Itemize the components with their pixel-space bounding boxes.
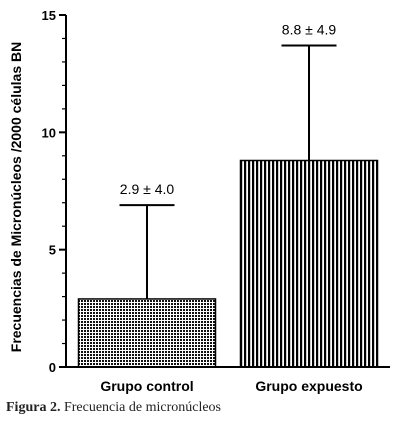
x-tick-label-1: Grupo control (100, 378, 193, 394)
bar-chart: 2.9 ± 4.0 Grupo control 8.8 ± 4.9 Grupo exp… (8, 8, 390, 394)
bar-1 (77, 298, 217, 368)
x-tick-label-2: Grupo expuesto (255, 378, 362, 394)
y-tick-label: 5 (49, 243, 56, 258)
figure-number: Figura 2. (6, 400, 61, 415)
y-tick-label: 15 (42, 8, 56, 23)
caption-text: Frecuencia de micronúcleos (60, 400, 221, 415)
data-label-1: 2.9 ± 4.0 (120, 181, 175, 197)
bars-layer (77, 159, 379, 368)
axes-layer (59, 14, 390, 368)
y-tick-label: 0 (49, 360, 56, 375)
bar-2 (239, 159, 379, 368)
figure-caption: Figura 2. Frecuencia de micronúcleos (6, 400, 221, 416)
error-bars-layer (119, 44, 337, 299)
data-label-2: 8.8 ± 4.9 (282, 22, 337, 38)
labels-layer: 2.9 ± 4.0 Grupo control 8.8 ± 4.9 Grupo exp… (42, 8, 363, 394)
y-tick-label: 10 (42, 125, 56, 140)
y-axis-label: Frecuencias de Micronúcleos /2000 célula… (8, 42, 24, 352)
